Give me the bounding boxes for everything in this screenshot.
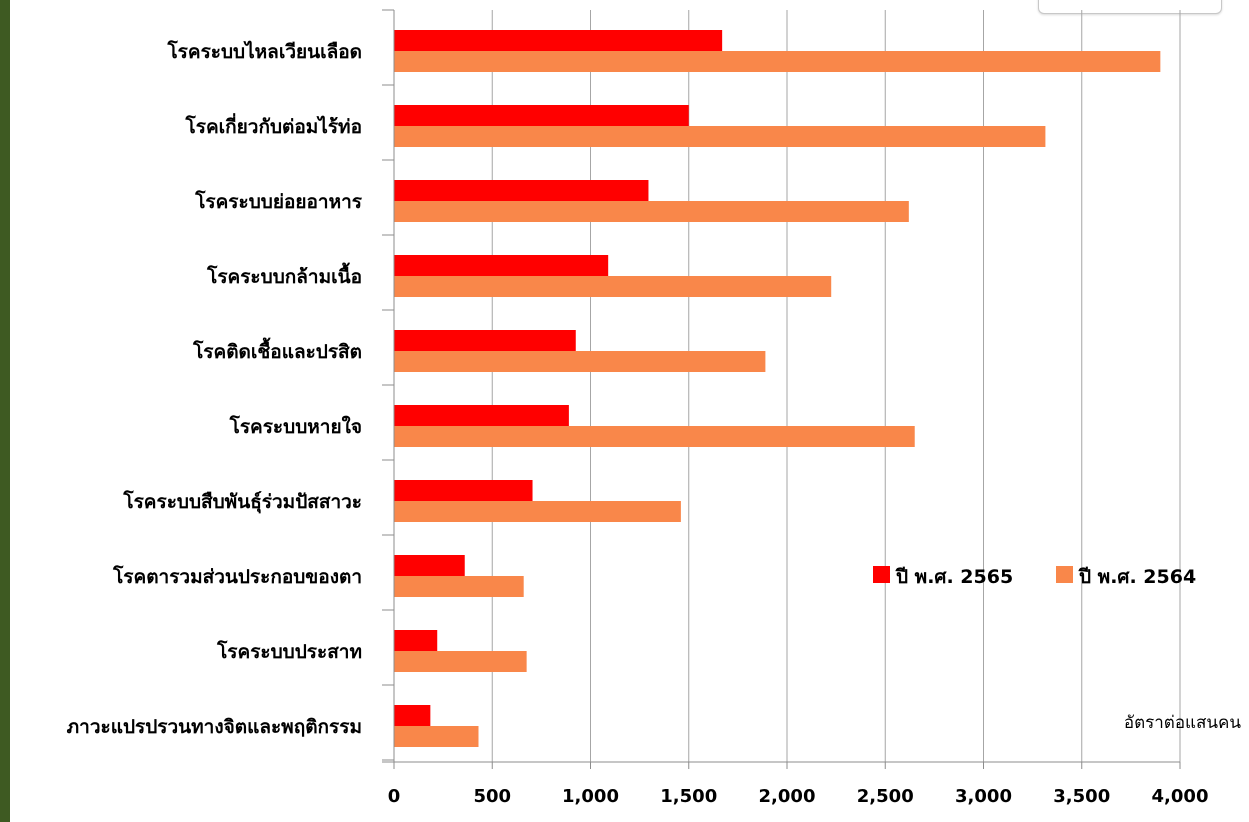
- x-tick-label: 3,000: [955, 786, 1012, 807]
- bar-2565: [394, 255, 609, 276]
- category-label: โรคเกี่ยวกับต่อมไร้ท่อ: [185, 113, 362, 138]
- category-label: ภาวะแปรปรวนทางจิตและพฤติกรรม: [67, 716, 362, 738]
- category-label: โรคระบบกล้ามเนื้อ: [206, 262, 362, 288]
- x-tick-label: 1,000: [562, 786, 619, 807]
- axis-layer: [382, 9, 1181, 769]
- bar-2565: [394, 630, 438, 651]
- bar-2564: [394, 351, 766, 372]
- bar-2565: [394, 480, 533, 501]
- bar-2565: [394, 705, 431, 726]
- bar-2564: [394, 201, 909, 222]
- bar-2564: [394, 126, 1046, 147]
- bar-2564: [394, 651, 527, 672]
- category-label: โรคติดเชื้อและปรสิต: [192, 337, 362, 363]
- category-label: โรคตารวมส่วนประกอบของตา: [112, 565, 362, 588]
- bar-2564: [394, 501, 681, 522]
- category-label: โรคระบบไหลเวียนเลือด: [166, 40, 362, 63]
- bar-2565: [394, 30, 723, 51]
- x-tick-label: 2,500: [857, 786, 914, 807]
- bar-2564: [394, 276, 832, 297]
- legend-label-2564: ปี พ.ศ. 2564: [1078, 566, 1196, 588]
- tick-labels: 0 500 1,000 1,500 2,000 2,500 3,000 3,500 4,000: [388, 786, 1209, 807]
- category-label: โรคระบบประสาท: [216, 640, 362, 663]
- x-tick-label: 0: [388, 786, 401, 807]
- x-tick-label: 2,000: [759, 786, 816, 807]
- legend: ปี พ.ศ. 2565 ปี พ.ศ. 2564: [873, 566, 1196, 588]
- corner-tab: [1038, 0, 1222, 14]
- x-tick-label: 1,500: [660, 786, 717, 807]
- legend-swatch-2564: [1056, 566, 1073, 583]
- bar-2565: [394, 105, 689, 126]
- category-label: โรคระบบย่อยอาหาร: [194, 190, 363, 213]
- x-tick-label: 3,500: [1053, 786, 1110, 807]
- bar-2564: [394, 726, 479, 747]
- legend-swatch-2565: [873, 566, 890, 583]
- category-label: โรคระบบสืบพันธุ์ร่วมปัสสาวะ: [122, 490, 362, 514]
- bar-2564: [394, 426, 915, 447]
- x-tick-label: 500: [473, 786, 511, 807]
- category-label: โรคระบบหายใจ: [229, 415, 362, 438]
- frame-stripe: [0, 0, 10, 822]
- category-labels: โรคระบบไหลเวียนเลือดโรคเกี่ยวกับต่อมไร้ท…: [67, 40, 363, 738]
- legend-label-2565: ปี พ.ศ. 2565: [895, 566, 1013, 588]
- bar-2565: [394, 180, 649, 201]
- bars-layer: [394, 30, 1161, 747]
- x-tick-label: 4,000: [1152, 786, 1209, 807]
- x-axis-unit-label: อัตราต่อแสนคน: [1124, 713, 1242, 733]
- bar-2564: [394, 51, 1161, 72]
- bar-2565: [394, 405, 569, 426]
- bar-2564: [394, 576, 524, 597]
- bar-2565: [394, 330, 576, 351]
- bar-2565: [394, 555, 465, 576]
